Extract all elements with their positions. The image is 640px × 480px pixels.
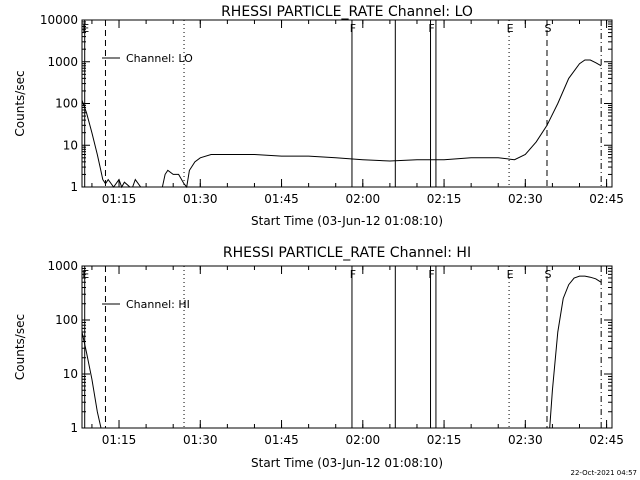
x-axis-label: Start Time (03-Jun-12 01:08:10) <box>251 214 443 228</box>
x-axis-label: Start Time (03-Jun-12 01:08:10) <box>251 456 443 470</box>
x-tick-label: 02:15 <box>427 192 462 206</box>
event-marker-label: S <box>544 22 551 35</box>
hi-channel-panel: RHESSI PARTICLE_RATE Channel: HI Start Ti… <box>13 245 624 470</box>
x-tick-label: 01:15 <box>102 433 137 447</box>
chart-title: RHESSI PARTICLE_RATE Channel: HI <box>223 245 471 261</box>
lo-channel-panel: RHESSI PARTICLE_RATE Channel: LO Start Ti… <box>13 4 624 228</box>
footer-timestamp: 22-Oct-2021 04:57 <box>571 469 637 477</box>
x-tick-label: 02:45 <box>589 433 624 447</box>
event-marker-label: E <box>82 268 89 281</box>
chart-title: RHESSI PARTICLE_RATE Channel: LO <box>221 4 473 20</box>
x-tick-label: 02:00 <box>346 433 381 447</box>
x-tick-label: 02:45 <box>589 192 624 206</box>
y-tick-label: 1000 <box>47 259 78 273</box>
y-tick-label: 1000 <box>47 55 78 69</box>
event-marker-label: F <box>350 268 356 281</box>
event-marker-label: F <box>350 22 356 35</box>
y-tick-label: 1 <box>70 180 78 194</box>
plot-frame <box>81 19 613 188</box>
series-line <box>81 59 602 189</box>
x-tick-label: 02:15 <box>427 433 462 447</box>
y-tick-label: 10000 <box>40 13 78 27</box>
x-tick-label: 01:30 <box>183 433 218 447</box>
x-tick-label: 02:00 <box>346 192 381 206</box>
x-tick-label: 01:15 <box>102 192 137 206</box>
legend-label: Channel: LO <box>126 52 193 65</box>
event-marker-label: E <box>507 268 514 281</box>
event-marker-label: E <box>507 22 514 35</box>
y-axis-label: Counts/sec <box>13 314 27 380</box>
series-line <box>81 275 602 429</box>
x-tick-label: 01:45 <box>264 192 299 206</box>
y-tick-label: 10 <box>63 138 78 152</box>
legend-label: Channel: HI <box>126 298 190 311</box>
y-tick-label: 100 <box>55 97 78 111</box>
y-tick-label: 100 <box>55 313 78 327</box>
event-marker-label: E <box>82 22 89 35</box>
x-tick-label: 02:30 <box>508 433 543 447</box>
plot-frame <box>81 265 613 429</box>
x-tick-label: 01:30 <box>183 192 218 206</box>
event-marker-label: F <box>428 22 434 35</box>
y-tick-label: 10 <box>63 367 78 381</box>
x-tick-label: 02:30 <box>508 192 543 206</box>
event-marker-label: S <box>544 268 551 281</box>
event-marker-label: F <box>428 268 434 281</box>
x-tick-label: 01:45 <box>264 433 299 447</box>
y-tick-label: 1 <box>70 421 78 435</box>
y-axis-label: Counts/sec <box>13 70 27 136</box>
